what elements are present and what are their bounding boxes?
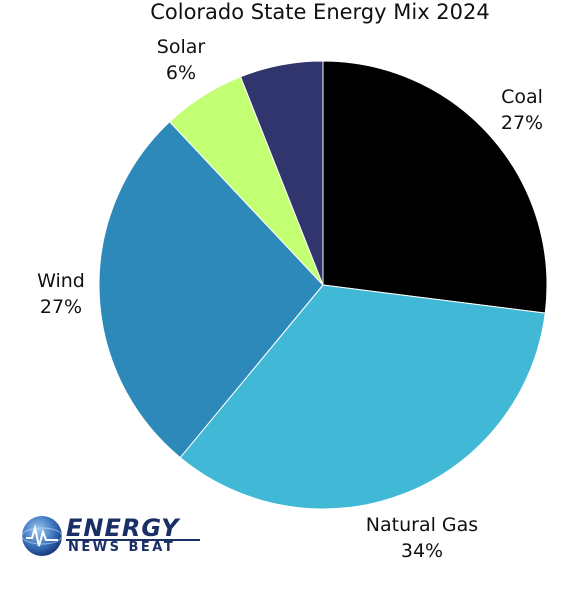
globe-icon [21, 516, 63, 556]
slice-label-wind-name: Wind [37, 270, 85, 292]
pie-slice-wind [98, 121, 324, 459]
slice-label-coal: Coal 27% [492, 84, 552, 136]
logo-brand-text: ENERGY [66, 514, 180, 542]
slice-label-wind: Wind 27% [26, 268, 96, 320]
slice-label-coal-value: 27% [500, 112, 544, 134]
pie-slice-natural-gas [179, 284, 546, 510]
energy-news-beat-logo: ENERGY NEWS BEAT [20, 514, 200, 560]
slice-label-natural-gas: Natural Gas 34% [352, 512, 492, 564]
pie-slice-other [239, 60, 324, 286]
slice-label-solar: Solar 6% [146, 34, 216, 86]
slice-label-coal-name: Coal [501, 86, 543, 108]
chart-title: Colorado State Energy Mix 2024 [150, 0, 490, 24]
slice-label-solar-value: 6% [165, 62, 197, 84]
logo-divider [66, 539, 200, 541]
slice-label-solar-name: Solar [156, 36, 206, 58]
slice-label-natural-gas-name: Natural Gas [365, 514, 479, 536]
slice-label-wind-value: 27% [39, 296, 83, 318]
slice-label-natural-gas-value: 34% [400, 540, 444, 562]
logo-sub-text: NEWS BEAT [68, 540, 176, 555]
pie-slice-coal [322, 60, 548, 314]
